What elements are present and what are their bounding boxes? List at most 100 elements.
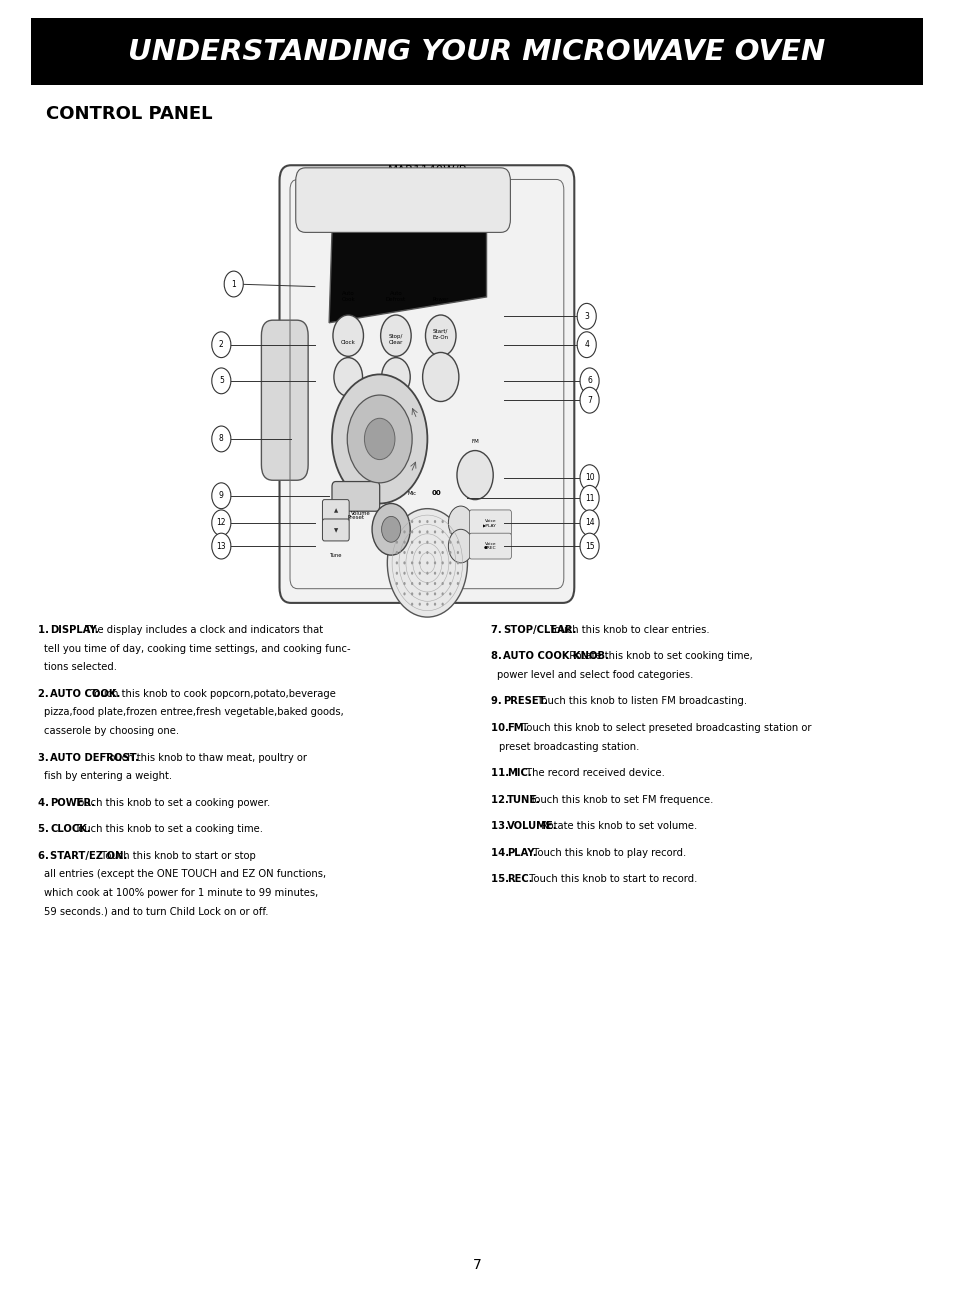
Circle shape — [434, 531, 436, 533]
Text: Clock: Clock — [340, 340, 355, 345]
Circle shape — [212, 483, 231, 509]
Text: Stop/
Clear: Stop/ Clear — [388, 334, 403, 345]
Circle shape — [449, 582, 451, 585]
Circle shape — [411, 603, 413, 605]
Text: 1.: 1. — [38, 625, 52, 635]
Circle shape — [212, 426, 231, 452]
Circle shape — [403, 541, 405, 544]
Circle shape — [448, 506, 473, 540]
Text: 13: 13 — [216, 542, 226, 550]
Circle shape — [332, 374, 427, 503]
FancyBboxPatch shape — [332, 482, 379, 511]
Circle shape — [403, 572, 405, 574]
Circle shape — [441, 562, 443, 564]
Text: 6.: 6. — [38, 851, 52, 861]
Circle shape — [579, 533, 598, 559]
Circle shape — [449, 562, 451, 564]
Circle shape — [403, 531, 405, 533]
Text: Rotate this knob to set volume.: Rotate this knob to set volume. — [535, 821, 697, 831]
Text: Volume: Volume — [351, 511, 370, 516]
Text: 00: 00 — [432, 491, 441, 496]
Circle shape — [449, 531, 451, 533]
Text: 7.: 7. — [491, 625, 505, 635]
Text: 8: 8 — [219, 435, 223, 443]
Circle shape — [449, 551, 451, 554]
Text: Touch this knob to listen FM broadcasting.: Touch this knob to listen FM broadcastin… — [531, 697, 747, 706]
Circle shape — [418, 582, 420, 585]
Circle shape — [418, 603, 420, 605]
Circle shape — [418, 562, 420, 564]
Text: AUTO DEFROST.: AUTO DEFROST. — [51, 753, 139, 763]
Text: 8.: 8. — [491, 651, 505, 661]
Circle shape — [381, 358, 410, 396]
Text: 3: 3 — [583, 312, 589, 320]
Circle shape — [449, 541, 451, 544]
Text: PLAY.: PLAY. — [507, 848, 537, 857]
Text: 10: 10 — [584, 474, 594, 482]
Circle shape — [334, 358, 362, 396]
Circle shape — [577, 303, 596, 329]
Circle shape — [426, 551, 428, 554]
Text: TUNE.: TUNE. — [507, 795, 540, 804]
Circle shape — [411, 582, 413, 585]
Circle shape — [364, 418, 395, 460]
FancyBboxPatch shape — [322, 500, 349, 522]
Text: 12.: 12. — [491, 795, 512, 804]
Text: Tune: Tune — [329, 553, 342, 558]
Polygon shape — [329, 207, 486, 323]
Text: 4: 4 — [583, 341, 589, 349]
Text: which cook at 100% power for 1 minute to 99 minutes,: which cook at 100% power for 1 minute to… — [44, 888, 318, 899]
Circle shape — [441, 572, 443, 574]
Circle shape — [577, 332, 596, 358]
Circle shape — [380, 315, 411, 356]
Circle shape — [441, 541, 443, 544]
Text: power level and select food categories.: power level and select food categories. — [497, 670, 693, 680]
Circle shape — [434, 582, 436, 585]
Circle shape — [449, 572, 451, 574]
Circle shape — [395, 572, 397, 574]
Circle shape — [418, 593, 420, 595]
Text: FM.: FM. — [507, 723, 527, 733]
Text: preset broadcasting station.: preset broadcasting station. — [498, 741, 639, 751]
Circle shape — [434, 593, 436, 595]
Text: PRESET.: PRESET. — [503, 697, 548, 706]
Circle shape — [403, 593, 405, 595]
Text: AUTO COOK KNOB.: AUTO COOK KNOB. — [503, 651, 609, 661]
Circle shape — [456, 572, 458, 574]
Text: 3.: 3. — [38, 753, 52, 763]
Text: 7: 7 — [586, 396, 592, 404]
Circle shape — [212, 533, 231, 559]
Circle shape — [441, 603, 443, 605]
Text: Touch this knob to start to record.: Touch this knob to start to record. — [523, 874, 697, 884]
Text: Touch this knob to set a cooking time.: Touch this knob to set a cooking time. — [74, 825, 263, 834]
Circle shape — [212, 368, 231, 394]
Text: 15: 15 — [584, 542, 594, 550]
Text: 14.: 14. — [491, 848, 513, 857]
Circle shape — [449, 593, 451, 595]
Circle shape — [579, 368, 598, 394]
Circle shape — [441, 551, 443, 554]
Circle shape — [422, 352, 458, 402]
Text: Touch this knob to play record.: Touch this knob to play record. — [527, 848, 686, 857]
Circle shape — [456, 582, 458, 585]
Text: Touch this knob to set FM frequence.: Touch this knob to set FM frequence. — [527, 795, 713, 804]
Circle shape — [441, 531, 443, 533]
Text: MAR1140W/B: MAR1140W/B — [387, 164, 467, 177]
Text: 7: 7 — [472, 1259, 481, 1272]
Text: fish by entering a weight.: fish by entering a weight. — [44, 771, 172, 781]
FancyBboxPatch shape — [469, 510, 511, 536]
Circle shape — [434, 603, 436, 605]
FancyBboxPatch shape — [30, 18, 923, 85]
Circle shape — [347, 395, 412, 483]
Circle shape — [411, 531, 413, 533]
Text: CLOCK.: CLOCK. — [51, 825, 91, 834]
Circle shape — [395, 562, 397, 564]
Circle shape — [212, 332, 231, 358]
Circle shape — [441, 593, 443, 595]
Circle shape — [456, 541, 458, 544]
Circle shape — [441, 520, 443, 523]
Text: 14: 14 — [584, 519, 594, 527]
Circle shape — [456, 551, 458, 554]
Circle shape — [212, 510, 231, 536]
Text: 5: 5 — [218, 377, 224, 385]
